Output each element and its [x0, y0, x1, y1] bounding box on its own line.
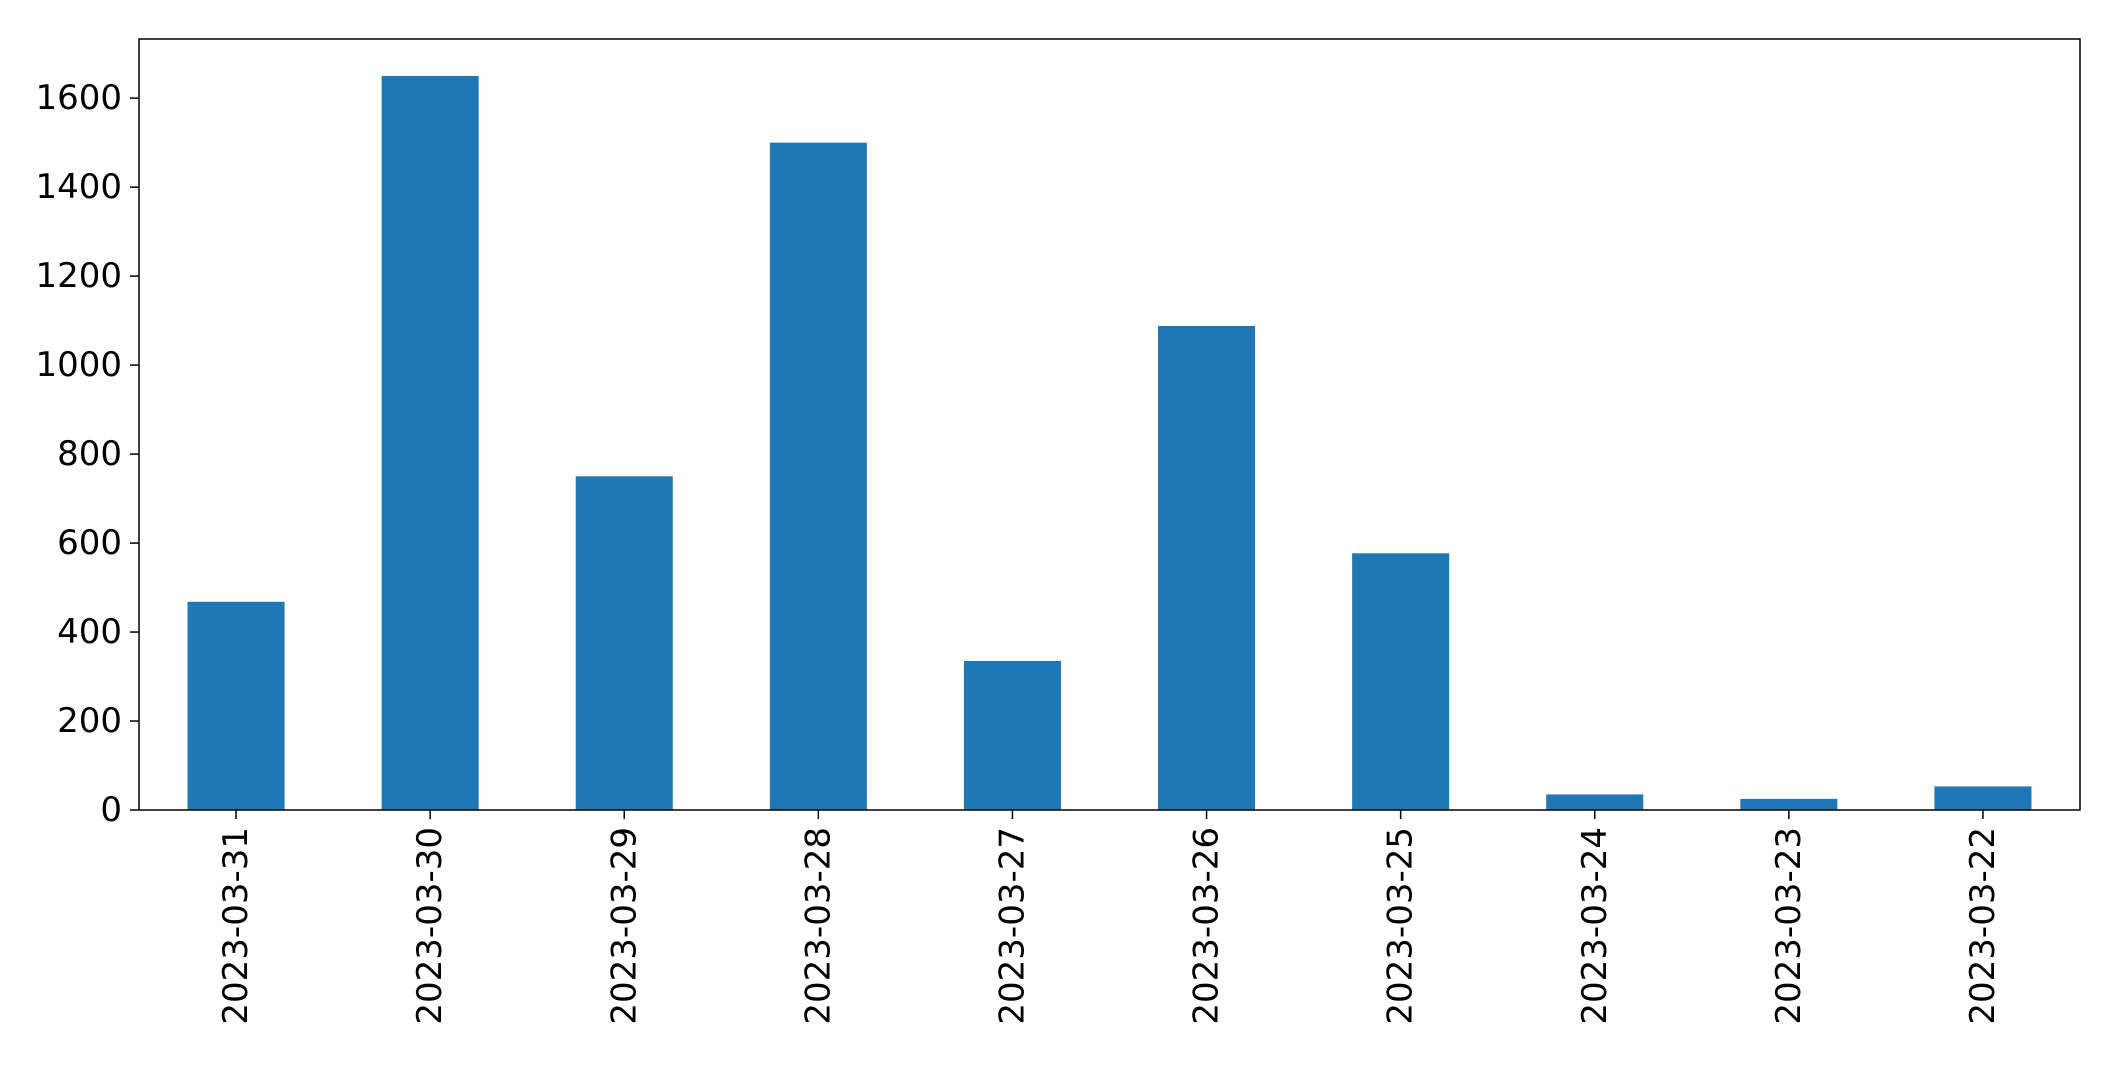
y-tick-label: 1400 [35, 167, 122, 207]
y-axis: 0 200 400 600 800 1000 1200 1400 1600 [35, 78, 139, 830]
x-tick-label: 2023-03-23 [1769, 827, 1809, 1025]
bar-2023-03-23 [1740, 798, 1838, 810]
y-tick-label: 1600 [35, 78, 122, 118]
bars-layer [187, 75, 2032, 810]
y-tick-label: 600 [57, 523, 122, 563]
x-tick-label: 2023-03-30 [410, 827, 450, 1025]
x-tick-label: 2023-03-22 [1963, 827, 2003, 1025]
x-tick-label: 2023-03-24 [1575, 827, 1615, 1025]
bar-2023-03-29 [575, 476, 673, 810]
x-tick-label: 2023-03-26 [1187, 827, 1227, 1025]
x-axis: 2023-03-31 2023-03-30 2023-03-29 2023-03-28… [216, 810, 2003, 1025]
x-tick-label: 2023-03-31 [216, 827, 256, 1025]
y-tick-label: 200 [57, 701, 122, 741]
x-tick-label: 2023-03-27 [992, 827, 1032, 1025]
bar-2023-03-31 [187, 601, 285, 810]
y-tick-label: 0 [100, 790, 122, 830]
x-tick-label: 2023-03-28 [798, 827, 838, 1025]
bar-2023-03-26 [1158, 325, 1256, 810]
bar-2023-03-24 [1546, 794, 1644, 810]
x-tick-label: 2023-03-29 [604, 827, 644, 1025]
bar-2023-03-22 [1934, 786, 2032, 810]
y-tick-label: 800 [57, 434, 122, 474]
y-tick-label: 1200 [35, 256, 122, 296]
y-tick-label: 400 [57, 612, 122, 652]
plot-frame [138, 38, 2081, 811]
y-tick-label: 1000 [35, 345, 122, 385]
bar-2023-03-27 [963, 660, 1061, 810]
bar-2023-03-30 [381, 75, 479, 810]
bar-2023-03-25 [1352, 553, 1450, 810]
bar-2023-03-28 [769, 142, 867, 810]
x-tick-label: 2023-03-25 [1381, 827, 1421, 1025]
